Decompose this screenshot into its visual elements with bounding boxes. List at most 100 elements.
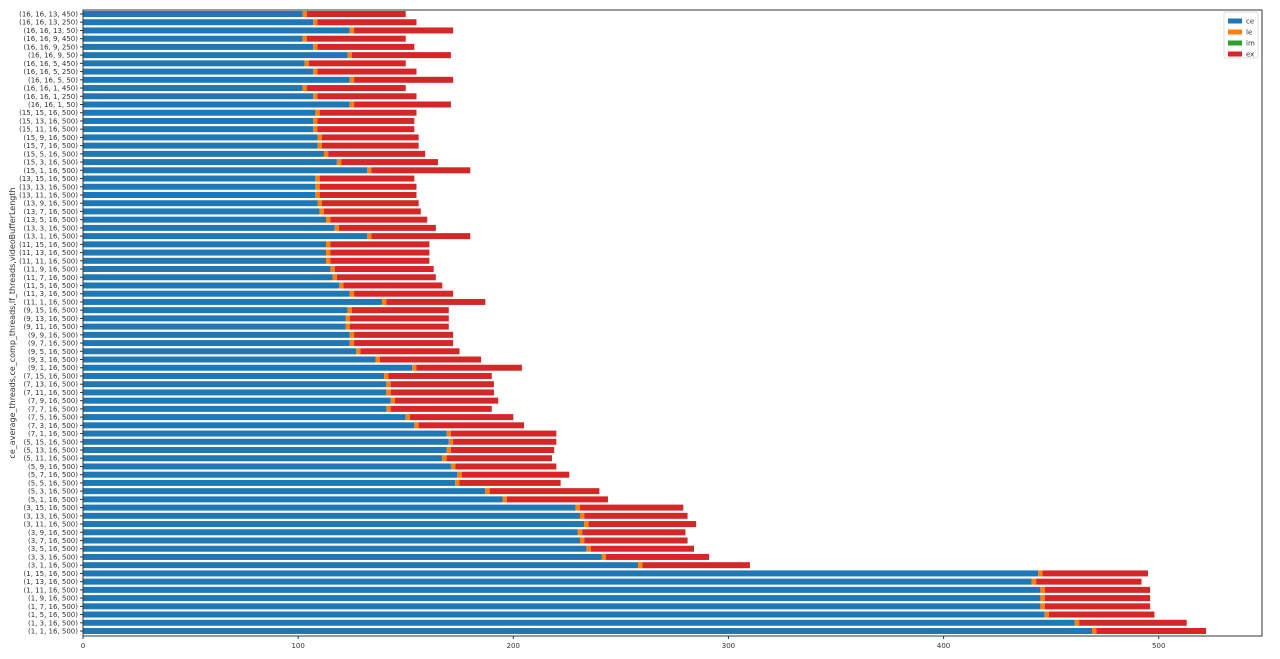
bar-ce: [83, 183, 316, 190]
bar-ex: [319, 175, 415, 182]
bar-le: [579, 537, 585, 544]
bar-ce: [83, 504, 576, 511]
y-tick-label: (16, 16, 1, 50): [28, 101, 78, 109]
bar-le: [326, 249, 331, 256]
bar-ce: [83, 109, 316, 116]
bar-le: [317, 200, 322, 207]
bar-le: [446, 430, 451, 437]
y-tick-label: (1, 1, 16, 500): [28, 628, 78, 636]
bar-ex: [317, 93, 417, 100]
bar-ce: [83, 93, 314, 100]
bar-ex: [1044, 603, 1151, 610]
y-tick-label: (5, 7, 16, 500): [28, 471, 78, 479]
bar-ex: [446, 455, 553, 462]
legend-swatch-im: [1228, 40, 1242, 46]
legend-label-ex: ex: [1246, 51, 1254, 59]
bar-le: [315, 175, 320, 182]
bar-ce: [83, 348, 357, 355]
y-tick-label: (1, 5, 16, 500): [28, 611, 78, 619]
bar-ce: [83, 249, 327, 256]
y-tick-label: (9, 13, 16, 500): [24, 315, 79, 323]
bar-ce: [83, 405, 387, 412]
bar-le: [414, 422, 419, 429]
y-tick-label: (5, 5, 16, 500): [28, 479, 78, 487]
bar-ex: [321, 142, 419, 149]
bar-ce: [83, 68, 314, 75]
bar-ex: [330, 249, 430, 256]
bar-ex: [349, 315, 449, 322]
y-tick-label: (13, 5, 16, 500): [24, 216, 79, 224]
y-tick-label: (16, 16, 1, 250): [24, 93, 79, 101]
bar-le: [332, 274, 337, 281]
bar-ex: [1044, 595, 1151, 602]
bar-ex: [1044, 586, 1151, 593]
bar-ce: [83, 537, 580, 544]
bar-ce: [83, 323, 346, 330]
y-tick-label: (11, 13, 16, 500): [19, 249, 78, 257]
bar-ce: [83, 364, 413, 371]
bar-le: [313, 68, 318, 75]
bar-ce: [83, 142, 318, 149]
bar-ex: [1036, 578, 1142, 585]
bar-ce: [83, 117, 314, 124]
y-tick-label: (11, 1, 16, 500): [24, 298, 79, 306]
y-tick-label: (9, 9, 16, 500): [28, 331, 78, 339]
bar-ce: [83, 578, 1032, 585]
bar-le: [349, 340, 355, 347]
bar-ex: [642, 562, 750, 569]
bar-le: [601, 553, 606, 560]
bar-ex: [371, 167, 471, 174]
bar-ex: [351, 52, 451, 59]
bar-ce: [83, 422, 415, 429]
bar-le: [1031, 578, 1037, 585]
bar-ce: [83, 611, 1045, 618]
bar-le: [356, 348, 361, 355]
legend-label-le: le: [1246, 29, 1252, 37]
y-tick-label: (15, 7, 16, 500): [24, 142, 79, 150]
bar-le: [339, 282, 344, 289]
bar-ex: [354, 340, 454, 347]
bar-ex: [506, 496, 608, 503]
bar-ex: [306, 35, 406, 42]
y-tick-label: (9, 5, 16, 500): [28, 348, 78, 356]
bar-le: [345, 315, 350, 322]
bar-le: [375, 356, 380, 363]
bar-ex: [1042, 570, 1148, 577]
bar-le: [349, 290, 355, 297]
y-tick-label: (7, 3, 16, 500): [28, 422, 78, 430]
bar-ce: [83, 463, 451, 470]
y-tick-label: (16, 16, 5, 50): [28, 76, 78, 84]
bar-le: [313, 19, 318, 26]
legend-label-ce: ce: [1246, 18, 1254, 26]
y-tick-label: (9, 1, 16, 500): [28, 364, 78, 372]
y-tick-label: (3, 15, 16, 500): [24, 504, 79, 512]
y-axis-label: ce_average_threads,ce_comp_threads,lf_th…: [8, 187, 17, 458]
bar-le: [638, 562, 643, 569]
bar-ce: [83, 233, 367, 240]
bar-ex: [450, 447, 555, 454]
bar-le: [1044, 611, 1050, 618]
bar-le: [345, 323, 350, 330]
bar-ce: [83, 167, 367, 174]
y-tick-label: (7, 9, 16, 500): [28, 397, 78, 405]
x-tick-label: 0: [81, 642, 85, 650]
y-tick-label: (3, 7, 16, 500): [28, 537, 78, 545]
y-tick-label: (3, 3, 16, 500): [28, 553, 78, 561]
bar-le: [313, 117, 318, 124]
y-tick-labels: (16, 16, 13, 450)(16, 16, 13, 250)(16, 1…: [19, 11, 83, 636]
bar-ex: [317, 117, 415, 124]
bar-ex: [343, 282, 443, 289]
bar-ex: [459, 479, 561, 486]
bar-ce: [83, 381, 387, 388]
bar-ex: [330, 216, 428, 223]
bar-ex: [349, 323, 449, 330]
bar-ex: [582, 529, 686, 536]
y-tick-label: (16, 16, 9, 450): [24, 35, 79, 43]
y-tick-label: (7, 5, 16, 500): [28, 414, 78, 422]
bar-le: [315, 109, 320, 116]
bar-le: [336, 159, 342, 166]
bar-ex: [416, 364, 522, 371]
bar-le: [313, 93, 318, 100]
y-tick-label: (9, 11, 16, 500): [24, 323, 79, 331]
